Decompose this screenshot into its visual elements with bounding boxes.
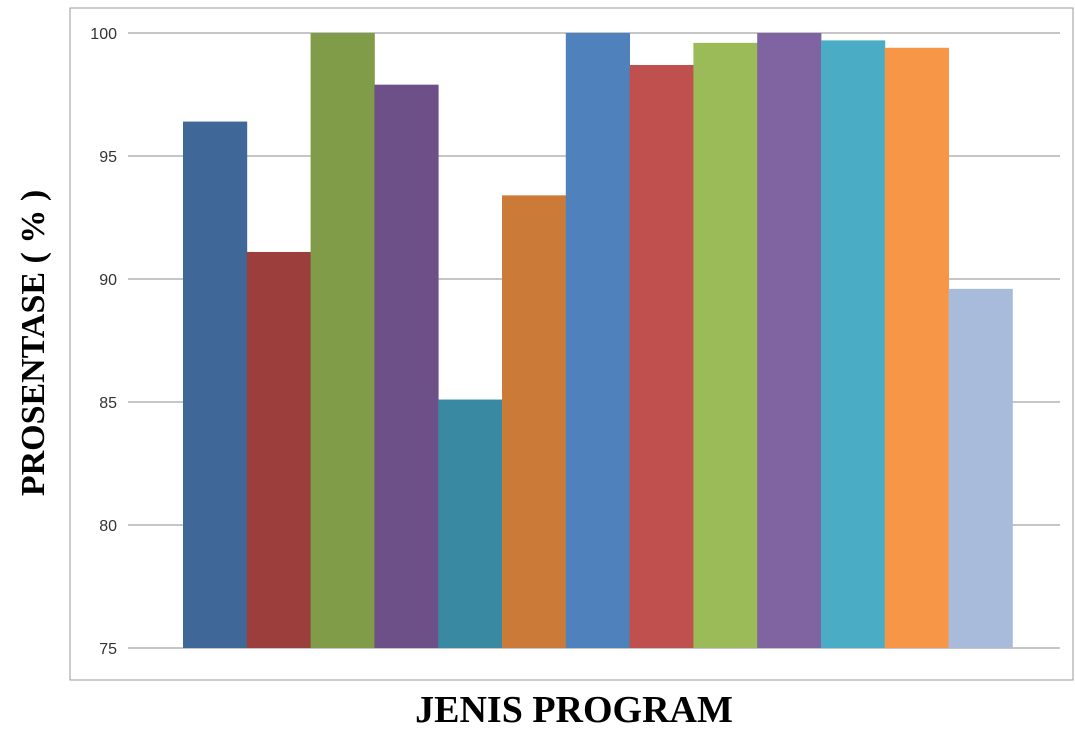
- y-tick-labels: 75 80 85 90 95 100: [90, 26, 117, 658]
- bar: [374, 84, 439, 648]
- y-tick-label: 95: [99, 149, 117, 166]
- bar: [183, 121, 248, 648]
- bar: [629, 64, 694, 649]
- bar: [693, 42, 758, 648]
- bar: [246, 251, 311, 648]
- y-tick-label: 100: [90, 26, 117, 43]
- bar: [438, 399, 503, 648]
- y-axis-title: PROSENTASE ( % ): [15, 190, 52, 496]
- y-tick-label: 75: [99, 641, 117, 658]
- y-tick-label: 80: [99, 518, 117, 535]
- bar: [821, 40, 886, 648]
- y-tick-label: 85: [99, 395, 117, 412]
- x-axis-title: JENIS PROGRAM: [415, 689, 733, 731]
- y-tick-label: 90: [99, 272, 117, 289]
- bar: [565, 33, 630, 648]
- bar: [948, 288, 1013, 648]
- bars: [183, 33, 1013, 649]
- bar: [757, 33, 822, 648]
- bar: [310, 33, 375, 648]
- bar: [502, 195, 567, 649]
- bar: [884, 47, 949, 648]
